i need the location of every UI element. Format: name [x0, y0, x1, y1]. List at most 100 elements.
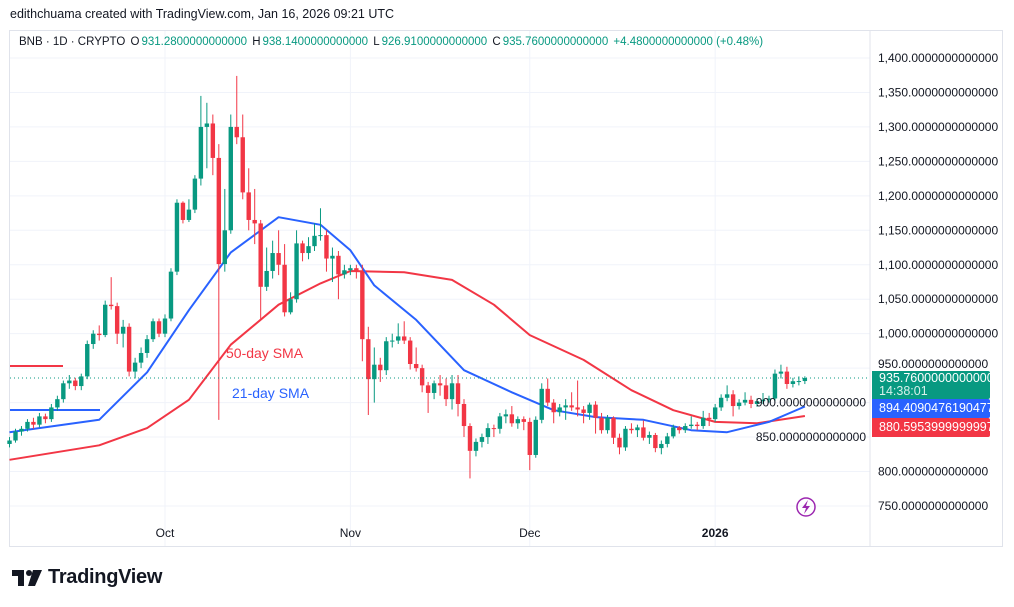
- candle[interactable]: [563, 399, 568, 420]
- candle[interactable]: [120, 319, 126, 348]
- candle[interactable]: [557, 403, 562, 417]
- candle[interactable]: [497, 412, 503, 434]
- candle[interactable]: [55, 395, 60, 411]
- candle[interactable]: [49, 403, 54, 422]
- candle[interactable]: [683, 423, 688, 433]
- candle[interactable]: [198, 95, 204, 186]
- candle[interactable]: [599, 412, 604, 434]
- candle[interactable]: [605, 415, 610, 434]
- candle[interactable]: [258, 219, 263, 320]
- candle[interactable]: [216, 144, 222, 420]
- candle[interactable]: [330, 247, 335, 282]
- candle[interactable]: [778, 364, 784, 379]
- candle[interactable]: [551, 399, 556, 424]
- candle[interactable]: [407, 337, 413, 370]
- candle[interactable]: [772, 369, 778, 402]
- candle[interactable]: [97, 325, 102, 341]
- candle[interactable]: [372, 347, 377, 403]
- candle[interactable]: [718, 394, 724, 411]
- candle[interactable]: [103, 300, 108, 338]
- candle[interactable]: [222, 188, 227, 272]
- candle[interactable]: [617, 433, 622, 455]
- candle[interactable]: [396, 323, 401, 345]
- candle[interactable]: [671, 424, 676, 439]
- candle[interactable]: [390, 333, 395, 348]
- candle[interactable]: [300, 240, 305, 262]
- candle[interactable]: [162, 314, 168, 338]
- candle[interactable]: [521, 416, 526, 431]
- candle[interactable]: [437, 375, 443, 396]
- candle[interactable]: [25, 419, 30, 432]
- candle[interactable]: [138, 347, 144, 369]
- candle[interactable]: [790, 377, 796, 388]
- candle[interactable]: [73, 377, 78, 391]
- candle[interactable]: [91, 330, 96, 349]
- candle[interactable]: [348, 264, 353, 276]
- candle[interactable]: [174, 199, 180, 276]
- candle[interactable]: [575, 380, 580, 417]
- candle[interactable]: [802, 376, 808, 385]
- candle[interactable]: [240, 114, 245, 200]
- candle[interactable]: [629, 423, 634, 434]
- candle[interactable]: [515, 416, 521, 429]
- candle[interactable]: [360, 264, 365, 362]
- candle[interactable]: [425, 381, 431, 413]
- candle[interactable]: [19, 426, 24, 436]
- candle[interactable]: [449, 375, 455, 410]
- candle[interactable]: [485, 423, 491, 444]
- candle[interactable]: [503, 409, 509, 424]
- candle[interactable]: [748, 395, 754, 409]
- candle[interactable]: [324, 230, 329, 272]
- candle[interactable]: [509, 406, 515, 427]
- candle[interactable]: [282, 244, 287, 317]
- candle[interactable]: [593, 401, 598, 434]
- candle[interactable]: [192, 175, 198, 214]
- candle[interactable]: [144, 335, 150, 358]
- candle[interactable]: [31, 417, 36, 429]
- candle[interactable]: [150, 318, 156, 342]
- candle[interactable]: [168, 268, 174, 322]
- candle[interactable]: [623, 426, 628, 451]
- candle[interactable]: [228, 114, 233, 234]
- candle[interactable]: [665, 432, 670, 448]
- candle[interactable]: [108, 277, 114, 310]
- candle[interactable]: [114, 302, 120, 345]
- candle[interactable]: [443, 378, 449, 407]
- candle[interactable]: [13, 428, 18, 443]
- candle[interactable]: [7, 437, 12, 448]
- candle[interactable]: [539, 383, 544, 424]
- candle[interactable]: [37, 412, 42, 428]
- candle[interactable]: [706, 412, 712, 427]
- candle[interactable]: [742, 392, 748, 406]
- candle[interactable]: [85, 340, 90, 380]
- candle[interactable]: [695, 421, 700, 431]
- candle[interactable]: [288, 292, 293, 315]
- candle[interactable]: [186, 199, 192, 223]
- candle[interactable]: [246, 168, 251, 231]
- candle[interactable]: [79, 373, 84, 391]
- candle[interactable]: [569, 392, 574, 411]
- candle[interactable]: [61, 380, 66, 403]
- candle[interactable]: [384, 337, 389, 376]
- candle[interactable]: [276, 230, 281, 276]
- candle[interactable]: [491, 424, 497, 438]
- candle[interactable]: [312, 223, 317, 251]
- candle[interactable]: [467, 423, 473, 479]
- candle[interactable]: [653, 432, 658, 453]
- candle[interactable]: [659, 440, 664, 455]
- lightning-icon[interactable]: [796, 497, 816, 517]
- candle[interactable]: [461, 399, 467, 438]
- candle[interactable]: [479, 433, 485, 448]
- candle[interactable]: [701, 410, 706, 429]
- candle[interactable]: [234, 75, 239, 145]
- candle[interactable]: [712, 403, 718, 422]
- candle[interactable]: [354, 264, 359, 279]
- candle[interactable]: [689, 416, 694, 429]
- candle[interactable]: [766, 395, 772, 403]
- candle[interactable]: [587, 402, 592, 420]
- tradingview-logo[interactable]: TradingView: [12, 566, 162, 589]
- symbol-label[interactable]: BNB · 1D · CRYPTO: [19, 36, 126, 48]
- candle[interactable]: [402, 321, 407, 345]
- candle[interactable]: [318, 208, 323, 241]
- candle[interactable]: [581, 406, 586, 424]
